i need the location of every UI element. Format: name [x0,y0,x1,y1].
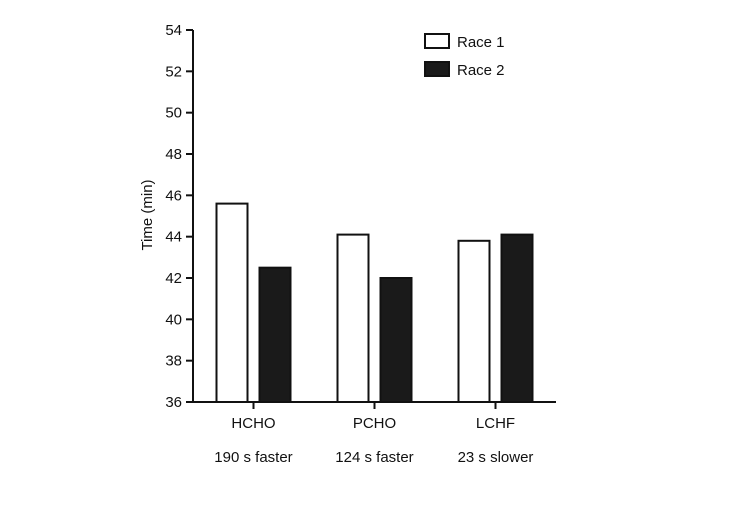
legend-label: Race 1 [457,34,505,51]
x-tick-label: PCHO [353,415,396,432]
x-tick-label: LCHF [476,415,515,432]
bar-pcho-race-2 [379,277,413,403]
category-note: 190 s faster [214,449,292,466]
y-tick-label: 44 [165,229,182,246]
legend-swatch [424,61,450,77]
x-tick-label: HCHO [231,415,275,432]
y-tick-label: 38 [165,353,182,370]
y-axis: 36 38 40 42 44 46 48 50 52 54 [165,22,194,411]
legend-label: Race 2 [457,62,505,79]
y-tick-label: 36 [165,394,182,411]
y-tick-label: 40 [165,311,182,328]
bar-hcho-race-1 [215,202,249,403]
bar-lchf-race-1 [457,239,491,403]
category-labels: HCHO 190 s faster PCHO 124 s faster LCHF 23 s… [214,415,533,466]
y-tick-label: 42 [165,270,182,287]
category-note: 124 s faster [335,449,413,466]
y-tick-label: 54 [165,22,182,39]
y-tick-label: 48 [165,146,182,163]
bar-pcho-race-1 [336,233,370,403]
y-tick-label: 52 [165,63,182,80]
y-tick-label: 46 [165,187,182,204]
bar-lchf-race-2 [500,233,534,403]
bar-hcho-race-2 [258,266,292,403]
legend: Race 1 Race 2 [424,33,505,79]
y-tick-label: 50 [165,105,182,122]
y-axis-title: Time (min) [139,179,156,250]
x-axis [193,401,556,409]
legend-swatch [424,33,450,49]
bars [215,202,534,403]
category-note: 23 s slower [458,449,534,466]
